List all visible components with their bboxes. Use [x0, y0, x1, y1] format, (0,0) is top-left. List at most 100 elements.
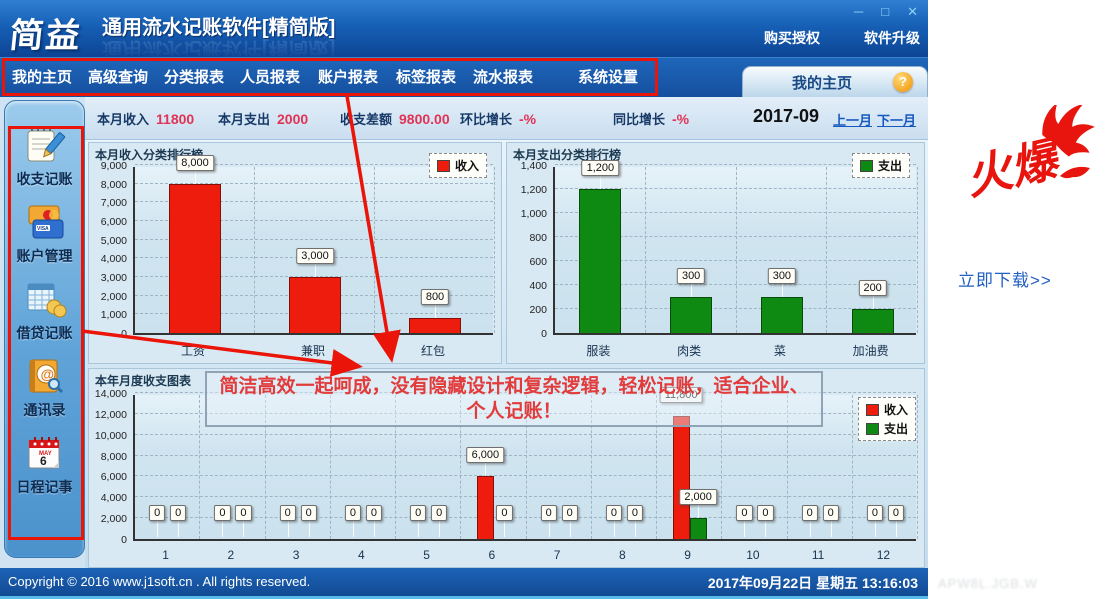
x-category-label: 4: [358, 548, 365, 562]
zero-label: 0: [496, 505, 513, 521]
sidebar-item-2[interactable]: VISA 账户管理: [17, 200, 73, 266]
zero-label: 0: [431, 505, 448, 521]
y-tick-label: 2,000: [100, 290, 127, 303]
y-tick-label: 200: [529, 304, 547, 316]
next-month-link[interactable]: 下一月: [877, 113, 917, 128]
bar-收入-红包: [409, 318, 461, 333]
app-title-text: 通用流水记账软件: [102, 17, 262, 39]
y-tick-label: 4,000: [100, 253, 127, 266]
stat-label: 同比增长: [613, 112, 666, 127]
gridline: [135, 201, 493, 203]
label-stem: [698, 505, 700, 518]
legend-swatch: [865, 403, 879, 416]
gridline: [135, 164, 493, 165]
minimize-icon[interactable]: ─: [854, 4, 864, 19]
chart-plot: 8,000 3,000 800: [133, 155, 495, 335]
y-tick-label: 0: [541, 328, 547, 340]
zero-label: 0: [214, 505, 231, 521]
sidebar: 收支记账 VISA 账户管理 借贷记账 @ 通讯录 MAY 6 日程记事: [4, 100, 85, 558]
grid-vline: [395, 395, 396, 539]
zero-label: 0: [887, 505, 904, 521]
value-label: 300: [767, 268, 797, 284]
calendar-icon: MAY 6: [23, 431, 67, 475]
bar-支出-9: [689, 518, 707, 539]
x-category-label: 肉类: [677, 344, 702, 358]
y-tick-label: 7,000: [100, 197, 127, 210]
value-label: 3,000: [296, 248, 334, 264]
legend-entry: 支出: [859, 157, 902, 174]
watermark: APW8L.JGB.W: [938, 576, 1038, 591]
gridline: [135, 220, 493, 221]
grid-vline: [374, 167, 375, 333]
tab-my-home[interactable]: 我的主页 ?: [742, 66, 928, 97]
y-tick-label: 3,000: [100, 272, 127, 284]
bar-收入-工资: [169, 184, 221, 333]
gridline: [135, 238, 493, 240]
sidebar-item-3[interactable]: 借贷记账: [17, 277, 73, 343]
nav-item-1[interactable]: 我的主页: [12, 69, 73, 86]
label-stem: [691, 284, 693, 297]
x-category-label: 3: [292, 548, 300, 562]
chart-legend: 收入: [428, 153, 487, 178]
ledger-icon: [23, 123, 67, 167]
help-icon[interactable]: ?: [893, 72, 913, 92]
datetime-text: 2017年09月22日 星期五 13:16:03: [707, 575, 918, 591]
download-now-link[interactable]: 立即下载>>: [958, 271, 1052, 290]
sidebar-item-5[interactable]: MAY 6 日程记事: [17, 431, 73, 497]
label-stem: [895, 521, 897, 537]
legend-swatch: [865, 422, 879, 435]
label-stem: [569, 521, 571, 537]
y-tick-label: 600: [529, 256, 547, 268]
zero-label: 0: [149, 505, 166, 521]
zero-label: 0: [561, 505, 578, 521]
x-category-label: 服装: [586, 344, 611, 358]
prev-month-link[interactable]: 上一月: [833, 113, 873, 128]
nav-item-3[interactable]: 分类报表: [164, 69, 225, 86]
grid-vline: [656, 395, 657, 539]
zero-label: 0: [279, 505, 296, 521]
nav-item-8[interactable]: 系统设置: [578, 69, 639, 86]
x-category-label: 10: [746, 548, 760, 562]
grid-vline: [329, 395, 331, 539]
label-stem: [287, 521, 289, 537]
maximize-icon[interactable]: □: [881, 4, 890, 19]
legend-entry: 收入: [436, 157, 479, 174]
zero-label: 0: [540, 505, 557, 521]
close-icon[interactable]: ✕: [907, 4, 918, 19]
bar-支出-服装: [579, 189, 622, 333]
stat-value: -%: [672, 111, 690, 127]
zero-label: 0: [757, 505, 774, 521]
svg-text:MAY: MAY: [39, 451, 52, 457]
upgrade-link[interactable]: 软件升级: [864, 30, 920, 46]
nav-item-4[interactable]: 人员报表: [240, 69, 301, 86]
sidebar-item-4[interactable]: @ 通讯录: [23, 354, 67, 420]
grid-vline: [917, 167, 918, 333]
stat-label: 收支差额: [340, 112, 393, 127]
value-label: 1,200: [581, 160, 620, 176]
legend-swatch: [436, 159, 450, 172]
flame-shape: [1042, 105, 1095, 157]
legend-swatch: [859, 159, 873, 172]
zero-label: 0: [300, 505, 317, 521]
x-category-label: 9: [684, 548, 691, 562]
zero-label: 0: [866, 505, 883, 521]
nav-item-6[interactable]: 标签报表: [396, 69, 457, 86]
app-logo: 简益: [7, 17, 84, 55]
nav-item-7[interactable]: 流水报表: [473, 69, 534, 86]
nav-item-5[interactable]: 账户报表: [318, 69, 379, 86]
sidebar-item-1[interactable]: 收支记账: [17, 123, 73, 189]
label-stem: [681, 403, 683, 416]
buy-license-link[interactable]: 购买授权: [764, 30, 820, 46]
label-stem: [548, 521, 550, 537]
nav-item-2[interactable]: 高级查询: [88, 69, 149, 86]
loan-table-icon: [23, 277, 67, 321]
sidebar-item-label: 收支记账: [16, 171, 73, 187]
label-stem: [765, 521, 767, 537]
app-window: 简益 通用流水记账软件[精简版] 通用流水记账软件[精简版] ─ □ ✕ 购买授…: [0, 0, 928, 599]
stat-item-5: 同比增长 -%: [613, 109, 689, 129]
x-category-label: 兼职: [300, 344, 326, 358]
stats-bar: 2017-09 上一月 下一月 本月收入 11800 本月支出 2000 收支差额 980…: [85, 97, 928, 140]
label-stem: [634, 521, 636, 537]
grid-vline: [786, 395, 788, 539]
sidebar-item-label: 账户管理: [16, 248, 73, 264]
